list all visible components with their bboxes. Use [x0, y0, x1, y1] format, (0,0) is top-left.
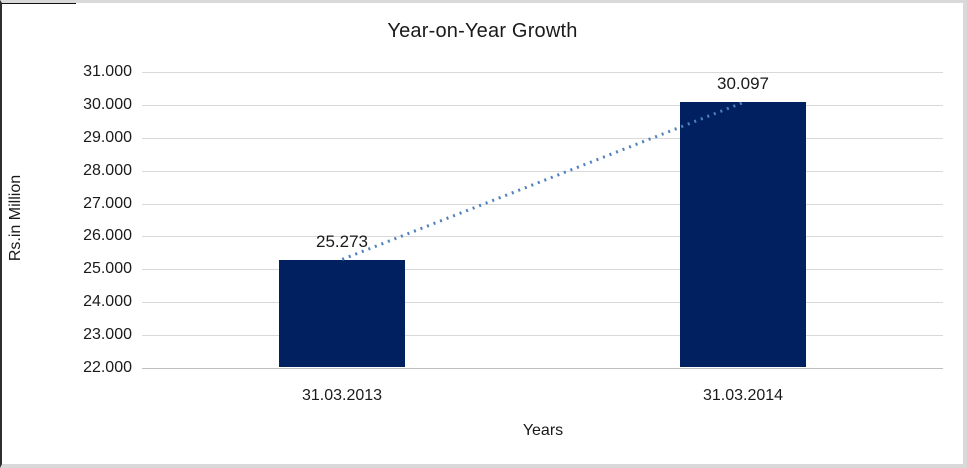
bar-31.03.2013	[279, 260, 405, 367]
y-tick-label: 24.000	[83, 293, 132, 310]
y-tick-label: 27.000	[83, 195, 132, 212]
gridline	[142, 138, 943, 139]
x-axis-line	[142, 368, 943, 369]
y-tick-label: 25.000	[83, 260, 132, 277]
y-axis-title: Rs.in Million	[7, 174, 24, 262]
y-tick-label: 26.000	[83, 227, 132, 244]
gridline	[142, 72, 943, 73]
gridline	[142, 105, 943, 106]
y-tick-label: 28.000	[83, 162, 132, 179]
bar-value-label: 25.273	[316, 232, 368, 251]
year-on-year-growth-chart: Year-on-Year Growth 31.000 30.000 29.000 28…	[2, 3, 963, 464]
gridline	[142, 204, 943, 205]
x-category-label: 31.03.2014	[702, 387, 784, 404]
x-category-label: 31.03.2013	[301, 387, 383, 404]
y-tick-label: 31.000	[83, 63, 132, 80]
y-tick-label: 23.000	[83, 326, 132, 343]
chart-title: Year-on-Year Growth	[387, 20, 578, 42]
y-tick-label: 29.000	[83, 129, 132, 146]
gridline	[142, 302, 943, 303]
bar-31.03.2014	[680, 102, 806, 367]
x-axis-title: Years	[522, 422, 564, 439]
bar-value-label: 30.097	[717, 74, 769, 93]
frame-top-left-accent	[2, 3, 76, 4]
gridline	[142, 236, 943, 237]
y-tick-label: 30.000	[83, 96, 132, 113]
gridline	[142, 171, 943, 172]
gridline	[142, 335, 943, 336]
y-tick-label: 22.000	[83, 359, 132, 376]
gridline	[142, 269, 943, 270]
